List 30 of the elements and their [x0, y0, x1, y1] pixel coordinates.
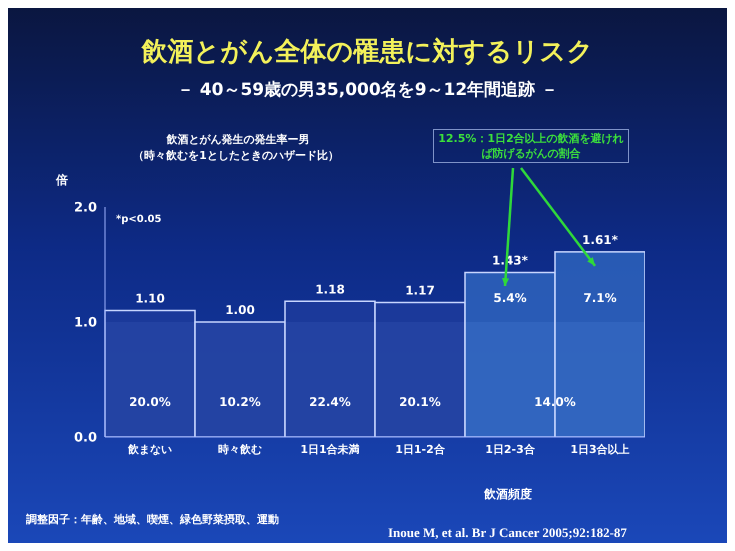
- text: Inoue M, et al. Br J Cancer 2005;92:182-87: [388, 525, 627, 541]
- annotation: 7.1%: [582, 291, 618, 305]
- chart-title: 飲酒とがん全体の罹患に対するリスク: [140, 36, 594, 69]
- text: 12.5%：1日2合以上の飲酒を避ければ防げるがんの割合: [433, 129, 629, 163]
- x-tick-label: 時々飲む: [218, 442, 262, 456]
- x-tick-label: 1日3合以上: [570, 442, 630, 456]
- data-label: 1.18: [315, 282, 345, 296]
- annotation: 22.4%: [308, 394, 352, 408]
- y-tick-label: 2.0: [74, 200, 97, 216]
- data-label: 1.00: [225, 303, 255, 317]
- annotation: 5.4%: [492, 291, 528, 305]
- x-axis-title: 飲酒頻度: [483, 486, 533, 503]
- text: 調整因子：年齢、地域、喫煙、緑色野菜摂取、運動: [26, 512, 279, 527]
- annotation: 20.1%: [398, 394, 442, 408]
- data-label: 1.17: [405, 283, 435, 298]
- y-tick-label: 0.0: [74, 430, 97, 446]
- y-axis-title: 倍: [56, 172, 68, 189]
- data-label: 1.10: [135, 292, 165, 306]
- x-tick-label: 1日1-2合: [395, 442, 446, 456]
- text: （時々飲むを1としたときのハザード比）: [132, 148, 340, 163]
- x-tick-label: 1日2-3合: [485, 442, 536, 456]
- x-tick-label: 飲まない: [127, 442, 172, 456]
- annotation: 10.2%: [218, 394, 262, 408]
- text: 飲酒とがん発生の発生率ー男: [166, 132, 310, 147]
- x-tick-label: 1日1合未満: [300, 442, 360, 456]
- data-label: 1.61*: [582, 232, 619, 247]
- chart-subtitle: － 40～59歳の男35,000名を9～12年間追跡 －: [176, 79, 560, 101]
- annotation: *p<0.05: [116, 214, 162, 225]
- y-tick-label: 1.0: [74, 316, 97, 331]
- annotation: 20.0%: [128, 394, 172, 408]
